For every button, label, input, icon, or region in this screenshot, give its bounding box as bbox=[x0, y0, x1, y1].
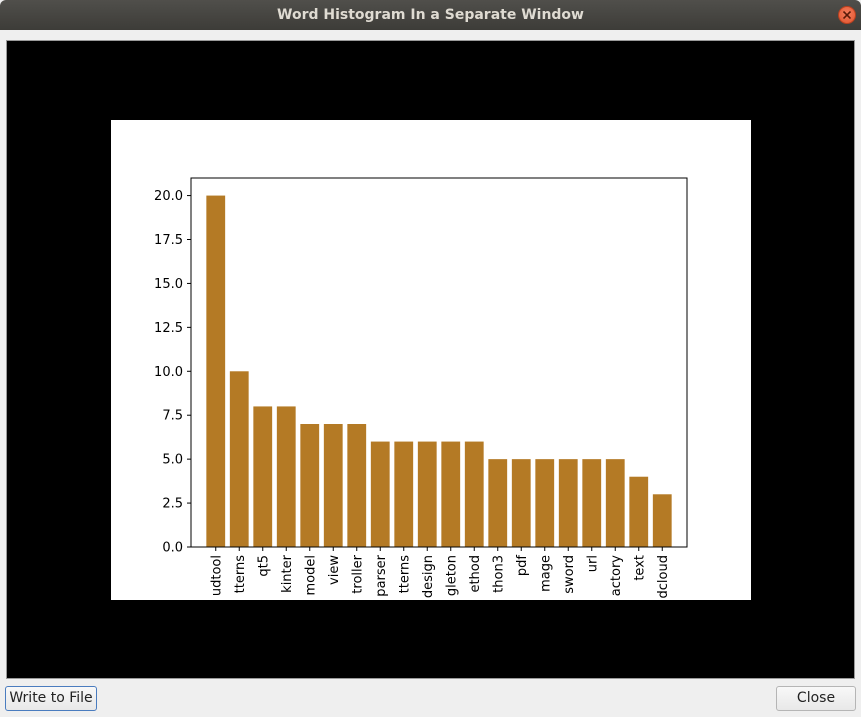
y-tick-label: 17.5 bbox=[154, 233, 183, 248]
window-close-button[interactable] bbox=[838, 6, 856, 24]
x-tick-label: model bbox=[303, 555, 318, 595]
y-tick-label: 0.0 bbox=[162, 541, 183, 556]
bar-chart: 0.0 2.5 5.0 7.5 10.0 12.5 15.0 17.5 20.0 udtool tt… bbox=[154, 177, 688, 598]
chart-bar bbox=[558, 459, 578, 547]
plot-frame bbox=[190, 177, 688, 548]
x-tick-label: kinter bbox=[280, 554, 295, 592]
x-tick-label: thon3 bbox=[491, 555, 506, 593]
x-tick-label: pdf bbox=[515, 555, 530, 577]
chart-bar bbox=[347, 424, 367, 547]
chart-bar bbox=[511, 459, 531, 547]
x-tick-label: tterns bbox=[233, 555, 248, 594]
chart-bar bbox=[441, 441, 461, 547]
close-icon bbox=[843, 11, 851, 19]
x-tick-label: sword bbox=[562, 555, 577, 594]
x-tick-label: udtool bbox=[209, 555, 224, 596]
x-tick-label: dcloud bbox=[656, 555, 671, 598]
y-tick-label: 20.0 bbox=[154, 189, 183, 204]
chart-bar bbox=[652, 494, 672, 547]
y-tick-label: 12.5 bbox=[154, 321, 183, 336]
y-tick-label: 7.5 bbox=[162, 409, 183, 424]
write-to-file-button[interactable]: Write to File bbox=[5, 686, 97, 711]
chart-bar bbox=[370, 441, 390, 547]
x-tick-label: url bbox=[585, 555, 600, 572]
chart-bar bbox=[229, 371, 249, 547]
chart-bar bbox=[488, 459, 508, 547]
x-tick-label: actory bbox=[609, 555, 624, 597]
chart-bar bbox=[276, 406, 296, 547]
y-tick-label: 2.5 bbox=[162, 497, 183, 512]
chart-bar bbox=[300, 424, 320, 547]
chart-figure: 0.0 2.5 5.0 7.5 10.0 12.5 15.0 17.5 20.0 udtool tt… bbox=[111, 120, 751, 600]
x-tick-label: gleton bbox=[444, 555, 459, 596]
x-tick-label: parser bbox=[374, 554, 389, 596]
x-tick-label: ethod bbox=[468, 555, 483, 593]
chart-bar bbox=[582, 459, 602, 547]
chart-bar bbox=[535, 459, 555, 547]
chart-bar bbox=[464, 441, 484, 547]
chart-bar bbox=[394, 441, 414, 547]
chart-bar bbox=[629, 476, 649, 547]
y-tick-label: 5.0 bbox=[162, 453, 183, 468]
x-tick-label: design bbox=[421, 555, 436, 598]
chart-bar bbox=[206, 195, 226, 548]
x-tick-label: mage bbox=[538, 555, 553, 592]
chart-bar bbox=[253, 406, 273, 547]
window-title: Word Histogram In a Separate Window bbox=[277, 7, 584, 23]
y-tick-label: 10.0 bbox=[154, 365, 183, 380]
chart-bar bbox=[417, 441, 437, 547]
x-tick-label: view bbox=[327, 555, 342, 585]
x-tick-label: troller bbox=[350, 554, 365, 593]
title-bar: Word Histogram In a Separate Window bbox=[0, 0, 861, 30]
x-tick-label: tterns bbox=[397, 555, 412, 594]
chart-bar bbox=[605, 459, 625, 547]
close-button[interactable]: Close bbox=[776, 686, 856, 711]
plot-canvas: 0.0 2.5 5.0 7.5 10.0 12.5 15.0 17.5 20.0 udtool tt… bbox=[6, 40, 855, 679]
x-tick-label: qt5 bbox=[256, 555, 271, 577]
y-tick-label: 15.0 bbox=[154, 277, 183, 292]
x-tick-label: text bbox=[632, 555, 647, 581]
chart-bar bbox=[323, 424, 343, 547]
